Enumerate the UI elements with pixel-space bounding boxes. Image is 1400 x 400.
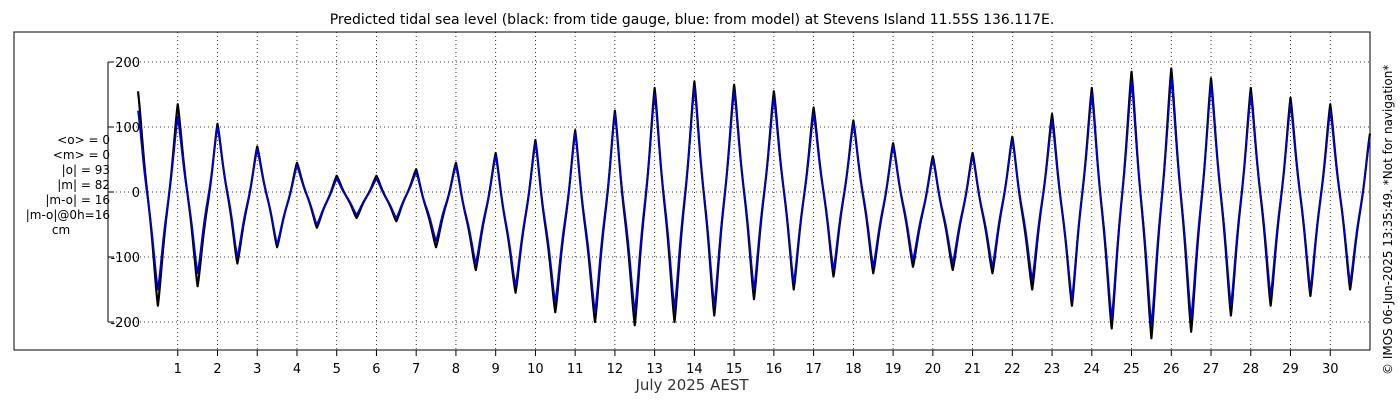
copyright-note: © IMOS 06-Jun-2025 13:35:49. *Not for na… xyxy=(1381,65,1395,375)
x-tick-label: 21 xyxy=(964,362,981,377)
stat-mean-model: <m> = 0 xyxy=(52,148,110,162)
x-axis: 1 2 3 4 5 6 7 8 9 10 11 12 13 14 15 16 17 18 19 20 21 22 23 24 2… xyxy=(174,350,1339,377)
y-tick-label: 0 xyxy=(132,186,140,201)
outer-frame xyxy=(13,31,1371,351)
x-tick-label: 12 xyxy=(607,362,624,377)
x-tick-label: 20 xyxy=(925,362,942,377)
stat-abs-model: |m| = 82 xyxy=(57,178,110,192)
x-tick-label: 18 xyxy=(845,362,862,377)
x-tick-label: 19 xyxy=(885,362,902,377)
x-tick-label: 9 xyxy=(492,362,500,377)
x-tick-label: 5 xyxy=(333,362,341,377)
x-axis-label: July 2025 AEST xyxy=(634,376,749,394)
stat-unit: cm xyxy=(51,223,71,237)
x-tick-label: 29 xyxy=(1282,362,1299,377)
x-tick-label: 24 xyxy=(1084,362,1101,377)
x-tick-label: 6 xyxy=(372,362,380,377)
x-tick-label: 4 xyxy=(293,362,301,377)
stat-abs-observed: |o| = 93 xyxy=(61,163,110,177)
stat-abs-diff: |m-o| = 16 xyxy=(45,193,110,207)
x-tick-label: 30 xyxy=(1322,362,1339,377)
y-tick-label: 200 xyxy=(115,56,140,71)
x-tick-label: 1 xyxy=(174,362,182,377)
y-tick-label: -200 xyxy=(110,316,140,331)
y-axis: -200 -100 0 100 200 xyxy=(107,56,140,331)
x-tick-label: 22 xyxy=(1004,362,1021,377)
series-lines xyxy=(136,67,1372,340)
series-line-tide-gauge xyxy=(136,67,1372,340)
x-tick-label: 23 xyxy=(1044,362,1061,377)
chart-title: Predicted tidal sea level (black: from t… xyxy=(330,12,1055,28)
series-line-model xyxy=(137,77,1371,327)
y-tick-label: -100 xyxy=(110,251,140,266)
x-tick-label: 28 xyxy=(1243,362,1260,377)
x-tick-label: 10 xyxy=(527,362,544,377)
x-tick-label: 15 xyxy=(726,362,743,377)
x-tick-label: 26 xyxy=(1163,362,1180,377)
stats-panel: <o> = 0 <m> = 0 |o| = 93 |m| = 82 |m-o| … xyxy=(0,133,110,238)
x-tick-label: 2 xyxy=(213,362,221,377)
y-tick-label: 100 xyxy=(115,121,140,136)
x-tick-label: 14 xyxy=(686,362,703,377)
x-tick-label: 11 xyxy=(567,362,584,377)
stat-abs-diff-0h: |m-o|@0h=16 xyxy=(25,208,110,222)
x-tick-label: 27 xyxy=(1203,362,1220,377)
stat-mean-observed: <o> = 0 xyxy=(57,133,110,147)
x-tick-label: 16 xyxy=(766,362,783,377)
x-tick-label: 17 xyxy=(805,362,822,377)
x-tick-label: 3 xyxy=(253,362,261,377)
x-tick-label: 8 xyxy=(452,362,460,377)
x-tick-label: 25 xyxy=(1123,362,1140,377)
x-tick-label: 7 xyxy=(412,362,420,377)
x-tick-label: 13 xyxy=(646,362,663,377)
